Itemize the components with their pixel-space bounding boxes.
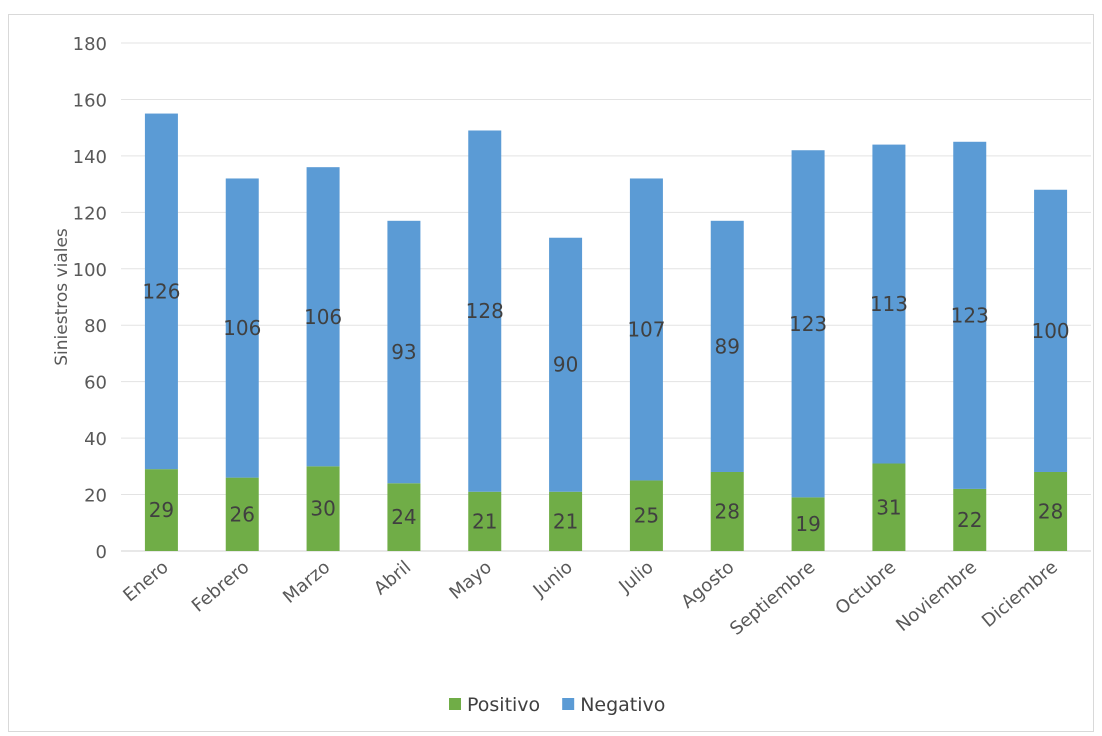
x-axis: Enero Febrero Marzo Abril Mayo Junio Julio Agos…	[119, 557, 1061, 640]
bar-negativo	[387, 220, 421, 484]
data-label-positivo: 31	[876, 495, 901, 519]
x-tick-label: Mayo	[446, 557, 496, 604]
y-tick-label: 160	[73, 90, 107, 111]
legend: Positivo Negativo	[449, 694, 665, 716]
legend-swatch-negativo	[562, 698, 575, 710]
data-label-negativo: 100	[1031, 319, 1069, 343]
x-tick-label: Junio	[529, 557, 577, 602]
bar-positivo	[144, 469, 178, 551]
y-tick-label: 80	[84, 316, 107, 337]
bar-negativo	[306, 167, 340, 467]
x-tick-label: Diciembre	[978, 557, 1062, 632]
bar-negativo	[872, 144, 906, 464]
data-labels: 29 126 26 106 30 106 24 93 21 128 21 90 25 107 28 89 19 1…	[142, 279, 1069, 536]
x-tick-label: Octubre	[831, 557, 900, 619]
y-tick-label: 100	[73, 260, 107, 281]
data-label-negativo: 106	[223, 316, 261, 340]
y-tick-label: 60	[84, 373, 107, 394]
y-tick-label: 0	[96, 542, 107, 563]
bar-negativo	[953, 141, 987, 489]
bar-positivo	[549, 491, 583, 551]
bar-negativo	[629, 178, 663, 481]
bars	[144, 113, 1068, 551]
data-label-positivo: 28	[715, 499, 740, 523]
data-label-negativo: 93	[391, 340, 416, 364]
data-label-negativo: 107	[627, 317, 665, 341]
bar-positivo	[387, 483, 421, 551]
data-label-positivo: 28	[1038, 499, 1063, 523]
chart-frame: 29 126 26 106 30 106 24 93 21 128 21 90 25 107 28 89 19 1…	[8, 14, 1094, 732]
bar-positivo	[710, 471, 744, 551]
bar-negativo	[549, 237, 583, 492]
data-label-negativo: 89	[715, 334, 740, 358]
gridlines	[121, 42, 1091, 552]
data-label-positivo: 26	[230, 502, 255, 526]
bar-positivo	[306, 466, 340, 551]
legend-label-positivo: Positivo	[467, 694, 540, 716]
bar-positivo	[1034, 471, 1068, 551]
x-tick-label: Agosto	[677, 557, 738, 613]
data-label-positivo: 24	[391, 505, 416, 529]
data-label-negativo: 128	[466, 299, 504, 323]
x-tick-label: Marzo	[279, 557, 334, 608]
y-axis-title: Siniestros viales	[52, 228, 72, 366]
data-label-positivo: 22	[957, 508, 982, 532]
x-tick-label: Noviembre	[892, 557, 981, 636]
bar-negativo	[791, 150, 825, 498]
data-label-positivo: 25	[634, 504, 659, 528]
bar-positivo	[872, 463, 906, 551]
data-label-positivo: 30	[310, 497, 335, 521]
x-tick-label: Septiembre	[726, 557, 819, 640]
legend-label-negativo: Negativo	[580, 694, 665, 716]
stacked-bar-chart: 29 126 26 106 30 106 24 93 21 128 21 90 25 107 28 89 19 1…	[52, 34, 1091, 716]
y-tick-label: 40	[84, 429, 107, 450]
y-tick-label: 140	[73, 147, 107, 168]
bar-negativo	[144, 113, 178, 470]
data-label-positivo: 19	[795, 512, 820, 536]
data-label-negativo: 106	[304, 305, 342, 329]
x-tick-label: Julio	[614, 557, 657, 598]
y-tick-label: 20	[84, 486, 107, 507]
data-label-negativo: 113	[870, 292, 908, 316]
legend-swatch-positivo	[449, 698, 461, 710]
bar-positivo	[468, 491, 502, 551]
bar-negativo	[710, 220, 744, 472]
bar-negativo	[225, 178, 259, 478]
bar-negativo	[468, 130, 502, 492]
bar-negativo	[1034, 189, 1068, 472]
y-tick-label: 180	[73, 34, 107, 55]
data-label-negativo: 90	[553, 353, 578, 377]
data-label-positivo: 21	[472, 509, 497, 533]
data-label-negativo: 123	[789, 312, 827, 336]
data-label-positivo: 21	[553, 509, 578, 533]
x-tick-label: Abril	[370, 557, 415, 600]
x-tick-label: Febrero	[188, 557, 254, 617]
data-label-positivo: 29	[149, 498, 174, 522]
bar-positivo	[629, 480, 663, 551]
x-tick-label: Enero	[119, 557, 172, 606]
y-axis: 0 20 40 60 80 100 120 140 160 180	[73, 34, 107, 563]
data-label-negativo: 123	[951, 303, 989, 327]
bar-positivo	[225, 477, 259, 551]
bar-positivo	[953, 488, 987, 551]
y-tick-label: 120	[73, 203, 107, 224]
data-label-negativo: 126	[142, 279, 180, 303]
bar-positivo	[791, 497, 825, 551]
